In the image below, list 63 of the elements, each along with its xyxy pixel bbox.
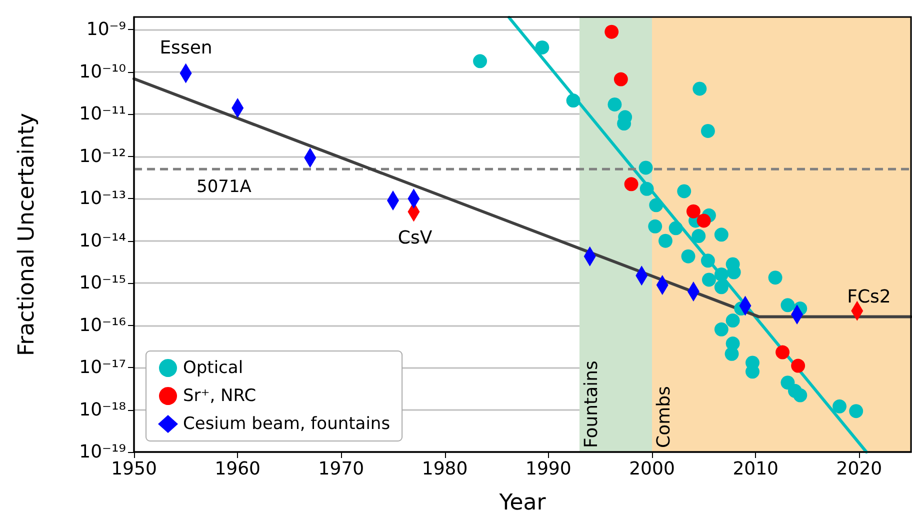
y-tick-label: 10⁻¹² — [79, 146, 126, 167]
y-tick-label: 10⁻¹⁰ — [79, 61, 126, 82]
point — [700, 124, 715, 138]
point — [714, 322, 728, 336]
x-tick-label: 2020 — [836, 458, 882, 480]
point — [648, 219, 662, 234]
point — [614, 72, 628, 86]
point — [658, 234, 672, 248]
annotation: CsV — [398, 228, 433, 248]
point — [768, 270, 782, 285]
point — [714, 280, 728, 294]
point — [702, 272, 716, 287]
y-tick-label: 10⁻¹⁴ — [79, 230, 126, 252]
point — [473, 54, 488, 68]
point — [832, 399, 847, 414]
point — [776, 345, 790, 360]
point — [780, 298, 795, 312]
y-tick-label: 10⁻⁹ — [86, 19, 126, 40]
ref-line-label: 5071A — [196, 177, 252, 198]
x-axis-title: Year — [498, 490, 547, 516]
x-tick-label: 1970 — [318, 458, 364, 480]
band-label: Combs — [654, 386, 674, 448]
x-tick-label: 1980 — [422, 458, 468, 480]
point — [692, 82, 707, 96]
x-tick-label: 2000 — [629, 458, 675, 480]
point — [791, 358, 806, 373]
point — [681, 249, 696, 264]
annotation: Essen — [160, 38, 212, 58]
point — [700, 254, 715, 268]
y-tick-label: 10⁻¹¹ — [79, 104, 126, 125]
point — [566, 94, 580, 108]
x-tick-label: 1990 — [525, 458, 572, 480]
point — [640, 182, 654, 196]
point — [604, 24, 619, 39]
x-tick-label: 2010 — [732, 458, 779, 480]
y-axis-title: Fractional Uncertainty — [14, 113, 40, 356]
annotation: FCs2 — [847, 286, 891, 308]
point — [726, 314, 740, 328]
point — [649, 198, 664, 212]
band-label: Fountains — [580, 360, 602, 448]
point — [724, 346, 739, 361]
y-tick-label: 10⁻¹⁵ — [79, 272, 126, 294]
point — [793, 388, 808, 402]
point — [714, 267, 728, 282]
x-tick-label: 1960 — [214, 458, 261, 480]
y-tick-label: 10⁻¹³ — [79, 188, 126, 210]
point — [608, 97, 622, 112]
point — [677, 184, 692, 198]
y-tick-label: 10⁻¹⁸ — [79, 399, 126, 420]
point — [849, 404, 864, 418]
legend-label: Sr⁺, NRC — [183, 386, 256, 406]
point — [686, 204, 700, 218]
legend-label: Optical — [183, 358, 244, 378]
legend-label: Cesium beam, fountains — [183, 414, 390, 434]
point — [638, 160, 653, 175]
point — [535, 40, 550, 54]
point — [624, 177, 638, 192]
point — [692, 229, 706, 244]
y-tick-label: 10⁻¹⁶ — [79, 314, 126, 336]
point — [714, 228, 728, 242]
point — [696, 214, 711, 228]
point — [668, 221, 683, 236]
y-tick-label: 10⁻¹⁷ — [79, 357, 126, 378]
